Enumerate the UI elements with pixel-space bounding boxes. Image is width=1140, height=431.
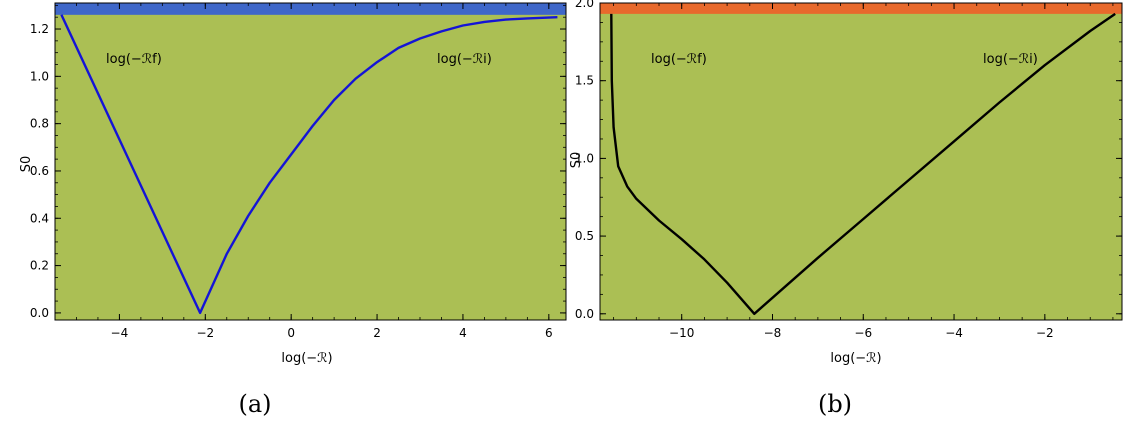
region-label-ri: log(−ℛi) [437,52,492,67]
y-tick-label: 0.4 [30,211,49,225]
y-tick-label: 0.5 [575,229,594,243]
y-tick-label: 1.2 [30,22,49,36]
region-label-ri: log(−ℛi) [983,52,1038,67]
y-tick-label: 0.0 [575,307,594,321]
caption: (b) [818,390,852,418]
plot-area [600,3,1122,320]
region-label-rf: log(−ℛf) [106,52,162,67]
x-tick-label: −4 [111,326,129,340]
x-tick-label: −4 [945,326,963,340]
x-tick-label: 0 [287,326,295,340]
x-axis-title: log(−ℛ) [830,351,881,366]
x-tick-label: −6 [854,326,872,340]
y-tick-label: 0.8 [30,117,49,131]
x-tick-label: −2 [196,326,214,340]
top-band [55,3,566,15]
y-tick-label: 0.0 [30,306,49,320]
top-band [600,3,1122,14]
y-tick-label: 0.6 [30,164,49,178]
y-tick-label: 2.0 [575,0,594,10]
x-tick-label: 2 [373,326,381,340]
caption: (a) [238,390,271,418]
series-line [60,14,558,315]
region-label-rf: log(−ℛf) [651,52,707,67]
x-tick-label: 6 [545,326,553,340]
y-tick-label: 1.5 [575,74,594,88]
x-tick-label: −8 [764,326,782,340]
plot-frame [599,2,1123,321]
y-tick-label: 0.2 [30,259,49,273]
x-tick-label: −2 [1036,326,1054,340]
x-tick-label: −10 [669,326,694,340]
panel-a: −4 −2 0 2 4 6 0.0 0.2 0.4 0.6 0.8 1.0 1.2 log(−ℛf) l… [19,2,567,418]
plot-area [55,3,566,320]
y-tick-label: 1.0 [575,151,594,165]
x-tick-label: 4 [459,326,467,340]
y-axis-title: S0 [569,152,584,169]
x-axis-title: log(−ℛ) [281,351,332,366]
plot-frame [54,2,567,321]
y-axis-title: S0 [19,156,34,173]
panel-b: −10 −8 −6 −4 −2 0.0 0.5 1.0 1.5 2.0 log(−ℛf) log(… [569,0,1123,418]
series-line [610,12,1116,315]
y-tick-label: 1.0 [30,69,49,83]
